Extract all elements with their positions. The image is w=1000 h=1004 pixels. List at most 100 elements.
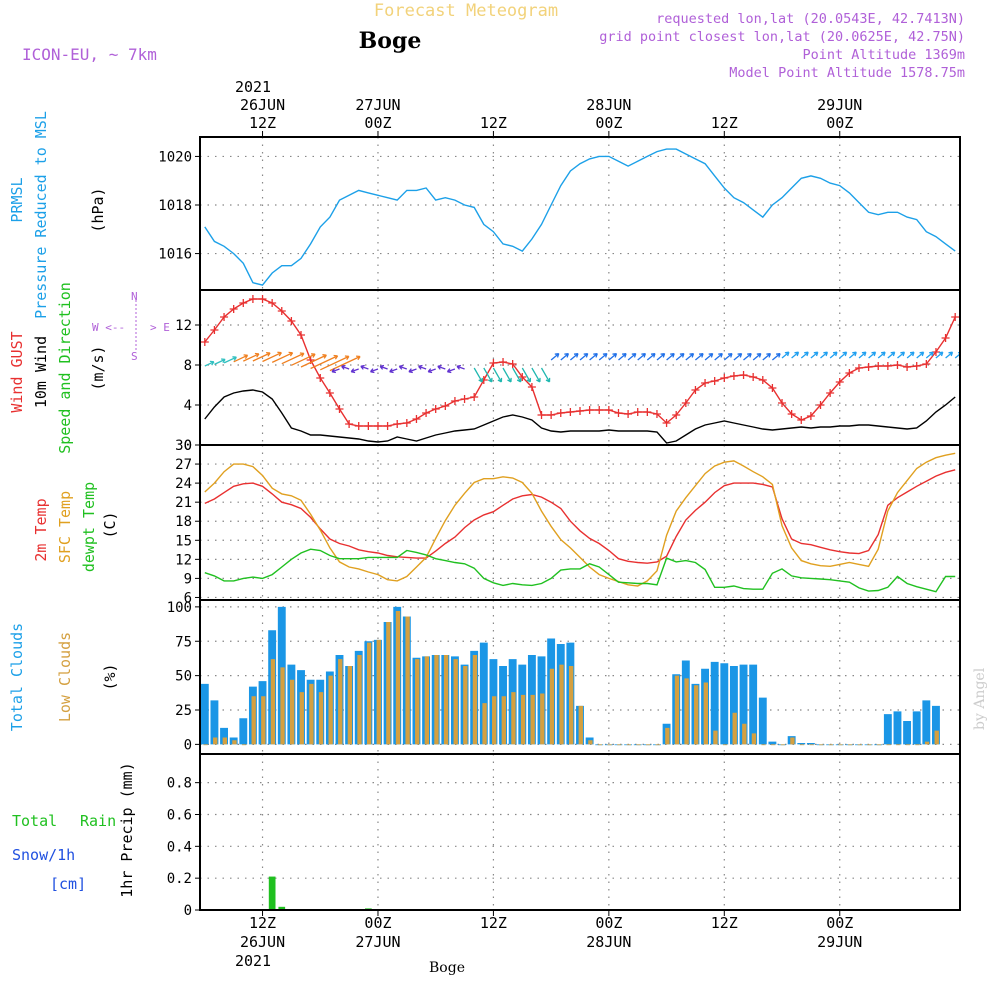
model-label: ICON-EU, ~ 7km bbox=[22, 45, 157, 64]
bar-clouds-low-48 bbox=[665, 727, 670, 745]
wind-direction-arrow-66 bbox=[839, 351, 848, 359]
bar-clouds-low-15 bbox=[347, 666, 353, 745]
bar-clouds-low-51 bbox=[694, 685, 699, 745]
wind-direction-arrow-33 bbox=[521, 367, 532, 383]
precip-legend-label-3: [cm] bbox=[50, 875, 86, 893]
panel-wind-plot bbox=[200, 290, 960, 445]
top-axis-date-3: 28JUN bbox=[586, 96, 631, 114]
series-line-dewpt-temp bbox=[204, 548, 956, 593]
gust-marker-39 bbox=[576, 407, 584, 415]
gust-marker-4 bbox=[239, 299, 248, 307]
wind-direction-arrow-4 bbox=[243, 352, 260, 362]
gust-marker-44 bbox=[624, 410, 633, 418]
bar-clouds-total-59 bbox=[768, 741, 777, 745]
bar-clouds-low-38 bbox=[568, 666, 574, 745]
wind-direction-arrow-9 bbox=[291, 353, 316, 366]
bar-clouds-low-18 bbox=[376, 639, 381, 745]
gust-marker-78 bbox=[951, 313, 960, 321]
bar-clouds-low-73 bbox=[905, 744, 911, 746]
y-tick-label: 1018 bbox=[158, 198, 192, 214]
top-axis-date-5: 29JUN bbox=[817, 96, 862, 114]
gust-marker-50 bbox=[681, 399, 690, 407]
bar-precip-total-8 bbox=[278, 906, 286, 910]
bar-clouds-low-1 bbox=[213, 737, 218, 745]
grid-point-coords: grid point closest lon,lat (20.0625E, 42… bbox=[599, 29, 965, 45]
wind-direction-arrow-76 bbox=[935, 351, 944, 359]
bar-clouds-low-56 bbox=[742, 723, 747, 745]
gust-marker-37 bbox=[556, 409, 565, 417]
wind-direction-arrow-22 bbox=[408, 368, 417, 374]
bar-clouds-low-32 bbox=[511, 692, 516, 745]
top-axis-hour-3: 00Z bbox=[595, 114, 622, 132]
wind-direction-arrow-24 bbox=[427, 368, 436, 374]
panel-precip-frame bbox=[199, 753, 961, 911]
wind-direction-arrow-31 bbox=[502, 367, 512, 383]
wind-direction-arrow-19 bbox=[379, 364, 388, 370]
wind-direction-arrow-56 bbox=[743, 352, 752, 361]
gust-marker-69 bbox=[864, 363, 873, 371]
wind-direction-arrow-74 bbox=[916, 351, 925, 359]
wind-direction-arrow-71 bbox=[887, 351, 896, 359]
wind-label-10m: 10m Wind bbox=[32, 336, 50, 408]
gust-marker-52 bbox=[701, 379, 710, 387]
series-line-2m-temp bbox=[204, 469, 956, 564]
wind-direction-arrow-32 bbox=[512, 367, 522, 383]
bar-clouds-low-67 bbox=[847, 744, 853, 746]
gust-marker-10 bbox=[297, 331, 306, 339]
wind-direction-arrow-72 bbox=[897, 351, 906, 359]
gust-marker-48 bbox=[662, 419, 671, 427]
wind-direction-arrow-41 bbox=[598, 352, 608, 361]
panel-clouds-plot bbox=[200, 600, 960, 754]
bar-clouds-low-52 bbox=[703, 682, 709, 745]
wind-direction-arrow-16 bbox=[350, 368, 359, 374]
bar-clouds-low-68 bbox=[857, 744, 862, 746]
bar-clouds-low-6 bbox=[261, 696, 266, 745]
gust-marker-8 bbox=[277, 307, 286, 315]
wind-direction-arrow-57 bbox=[752, 352, 762, 361]
gust-marker-70 bbox=[874, 362, 883, 370]
series-line-wind-gust bbox=[204, 298, 956, 427]
bottom-axis-date-0: 26JUN bbox=[240, 933, 285, 951]
bar-clouds-low-59 bbox=[771, 744, 776, 746]
temp-label-dewpt: dewpt Temp bbox=[80, 482, 98, 572]
wind-direction-arrow-20 bbox=[389, 368, 398, 374]
gust-marker-36 bbox=[547, 411, 556, 419]
gust-marker-34 bbox=[527, 383, 536, 391]
wind-direction-arrow-52 bbox=[704, 352, 714, 361]
bar-precip-total-7 bbox=[268, 876, 276, 910]
precip-legend-label-1: Rain bbox=[80, 812, 116, 830]
bar-clouds-low-70 bbox=[876, 744, 882, 746]
bar-clouds-low-74 bbox=[915, 744, 920, 746]
wind-direction-arrow-65 bbox=[829, 351, 838, 359]
gust-marker-30 bbox=[489, 359, 498, 367]
y-tick-label: 4 bbox=[184, 398, 192, 414]
bar-clouds-low-24 bbox=[434, 655, 439, 745]
bar-clouds-low-3 bbox=[232, 740, 237, 745]
bar-clouds-low-58 bbox=[761, 744, 766, 746]
bottom-axis-date-3: 28JUN bbox=[586, 933, 631, 951]
bar-clouds-low-45 bbox=[636, 744, 641, 746]
bar-clouds-low-72 bbox=[896, 744, 901, 746]
bottom-axis-hour-0: 12Z bbox=[249, 914, 276, 932]
bar-clouds-low-41 bbox=[597, 744, 603, 746]
gust-marker-57 bbox=[749, 373, 758, 381]
gust-marker-71 bbox=[883, 362, 892, 370]
gust-marker-27 bbox=[460, 395, 469, 403]
bar-clouds-total-57 bbox=[749, 664, 758, 745]
bar-clouds-low-71 bbox=[886, 744, 891, 746]
panel-pressure-plot bbox=[200, 137, 960, 290]
wind-direction-arrow-39 bbox=[579, 352, 589, 361]
wind-label-gust: Wind GUST bbox=[8, 331, 26, 412]
wind-direction-arrow-44 bbox=[627, 352, 637, 361]
gust-marker-19 bbox=[383, 422, 392, 430]
bar-clouds-total-1 bbox=[210, 700, 219, 745]
gust-marker-3 bbox=[229, 305, 238, 313]
bar-clouds-low-60 bbox=[780, 744, 785, 746]
bar-clouds-low-0 bbox=[203, 744, 208, 746]
bar-clouds-total-29 bbox=[479, 642, 488, 745]
footer-location: Boge bbox=[429, 960, 465, 976]
gust-marker-46 bbox=[643, 408, 652, 416]
gust-marker-74 bbox=[912, 362, 921, 370]
bar-clouds-low-13 bbox=[328, 675, 333, 745]
bar-clouds-total-53 bbox=[710, 661, 719, 745]
